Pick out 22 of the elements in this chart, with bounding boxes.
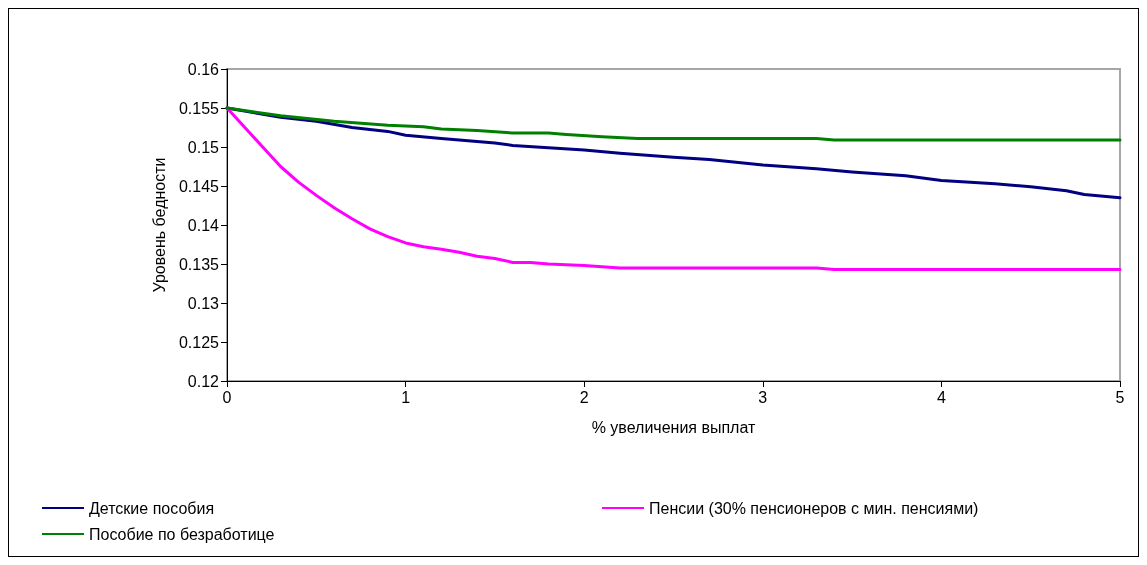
y-tick-label: 0.15 (187, 138, 220, 156)
y-axis-title: Уровень бедности (150, 157, 168, 293)
x-axis-title: % увеличения выплат (591, 418, 756, 436)
y-tick-label: 0.145 (178, 177, 220, 195)
y-tick-label: 0.16 (187, 60, 220, 78)
x-tick-label: 4 (936, 388, 946, 406)
y-tick-label: 0.12 (187, 372, 220, 390)
x-tick-label: 2 (579, 388, 589, 406)
y-tick-label: 0.13 (187, 294, 220, 312)
legend-label: Пособие по безработице (89, 525, 275, 543)
line-series (225, 106, 1122, 271)
y-tick-label: 0.125 (178, 333, 220, 351)
y-tick-label: 0.135 (178, 255, 220, 273)
x-tick-label: 1 (401, 388, 411, 406)
x-tick-label: 5 (1115, 388, 1125, 406)
legend-label: Пенсии (30% пенсионеров с мин. пенсиями) (649, 499, 979, 517)
line-series (225, 106, 1122, 142)
y-tick-label: 0.14 (187, 216, 220, 234)
y-tick-label: 0.155 (178, 99, 220, 117)
x-tick-label: 3 (758, 388, 768, 406)
legend-label: Детские пособия (89, 499, 215, 517)
x-tick-label: 0 (222, 388, 232, 406)
